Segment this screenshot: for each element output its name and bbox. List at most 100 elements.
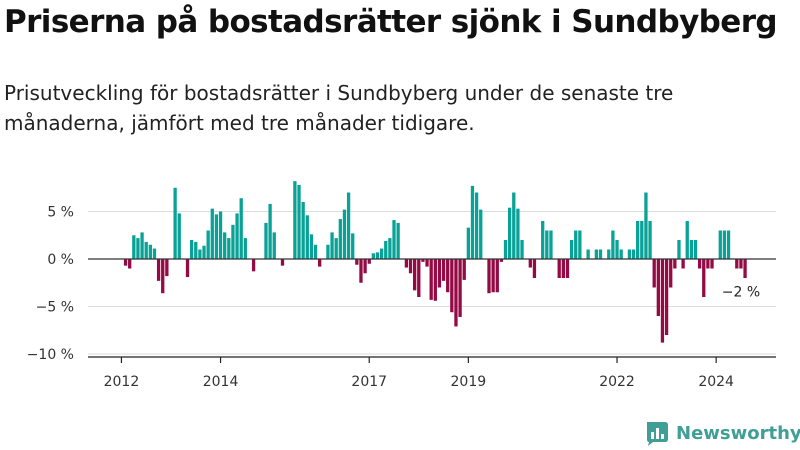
bar xyxy=(338,219,342,259)
bar xyxy=(309,234,314,259)
bar xyxy=(425,259,429,267)
bar xyxy=(574,230,578,259)
bar xyxy=(330,232,334,259)
brand-logo: Newsworthy xyxy=(644,420,800,446)
bar xyxy=(615,240,619,259)
bar xyxy=(722,230,727,259)
x-tick-label: 2012 xyxy=(104,374,140,390)
bar xyxy=(375,252,380,259)
bar xyxy=(450,259,454,313)
bar xyxy=(152,248,157,259)
bar xyxy=(644,192,648,259)
bar xyxy=(189,240,194,259)
bar xyxy=(429,259,433,300)
bar xyxy=(206,230,210,259)
bar xyxy=(326,244,330,259)
bar xyxy=(214,214,219,259)
bar xyxy=(313,244,318,259)
bar xyxy=(491,259,495,293)
bar xyxy=(177,213,181,259)
newsworthy-icon xyxy=(647,422,668,446)
bar xyxy=(433,259,437,301)
bar xyxy=(210,208,214,259)
x-tick-label: 2024 xyxy=(698,374,734,390)
bar xyxy=(251,259,256,272)
bar xyxy=(569,240,574,259)
bar xyxy=(669,259,673,288)
bar xyxy=(499,259,504,262)
bar xyxy=(173,187,177,259)
bar xyxy=(735,259,739,269)
bar xyxy=(743,259,747,278)
bar xyxy=(268,203,272,259)
bar xyxy=(702,259,706,297)
bar xyxy=(545,230,549,259)
bar xyxy=(227,238,231,259)
bar xyxy=(148,244,152,259)
bar xyxy=(710,259,714,269)
axes: 5 % 0 % −5 % −10 % 2012 2014 2017 2019 2022 2024 −… xyxy=(27,205,776,390)
bar xyxy=(532,259,537,278)
bar xyxy=(388,238,392,259)
bar xyxy=(342,209,347,259)
bar xyxy=(297,184,301,259)
bar xyxy=(677,240,681,259)
bar xyxy=(355,259,359,265)
bar xyxy=(235,213,239,259)
bar xyxy=(520,240,524,259)
bar xyxy=(528,259,532,268)
bar xyxy=(223,232,227,259)
bar xyxy=(334,238,338,259)
bar xyxy=(693,240,698,259)
bar xyxy=(239,198,243,259)
bar xyxy=(165,259,169,277)
bar xyxy=(437,259,442,288)
chart-subtitle: Prisutveckling för bostadsrätter i Sundb… xyxy=(4,81,674,135)
bar xyxy=(619,249,623,259)
bar xyxy=(413,259,417,291)
bar xyxy=(161,259,165,294)
y-tick-label: −5 % xyxy=(36,300,74,316)
bar xyxy=(495,259,499,293)
bar xyxy=(627,249,632,259)
bar xyxy=(636,221,640,259)
bar xyxy=(718,230,722,259)
bar xyxy=(594,249,599,259)
bar xyxy=(656,259,660,316)
bar xyxy=(359,259,363,283)
bar xyxy=(123,259,128,266)
bar xyxy=(607,249,611,259)
bar xyxy=(611,230,615,259)
bar xyxy=(185,259,190,278)
bar xyxy=(508,207,512,259)
bar xyxy=(660,259,665,343)
bar xyxy=(128,259,132,269)
bar xyxy=(454,259,458,327)
bar xyxy=(408,259,413,274)
bar xyxy=(421,259,425,262)
bar xyxy=(367,259,371,264)
bar xyxy=(404,259,409,268)
bar xyxy=(466,227,470,259)
bar xyxy=(441,259,446,281)
y-tick-label: 0 % xyxy=(47,252,74,268)
bar xyxy=(231,224,235,259)
bar xyxy=(458,259,462,317)
bar xyxy=(144,241,148,259)
bar xyxy=(640,221,644,259)
y-tick-label: −10 % xyxy=(27,347,74,363)
bar xyxy=(136,238,140,259)
bar xyxy=(132,235,136,259)
bar xyxy=(156,259,161,281)
bar xyxy=(392,220,396,259)
bar xyxy=(739,259,743,269)
bar xyxy=(318,259,322,267)
bar xyxy=(363,259,367,274)
bar xyxy=(681,259,685,269)
bar xyxy=(664,259,669,335)
bar xyxy=(726,230,731,259)
bars xyxy=(123,181,747,343)
bar xyxy=(474,192,479,259)
bar xyxy=(578,230,582,259)
